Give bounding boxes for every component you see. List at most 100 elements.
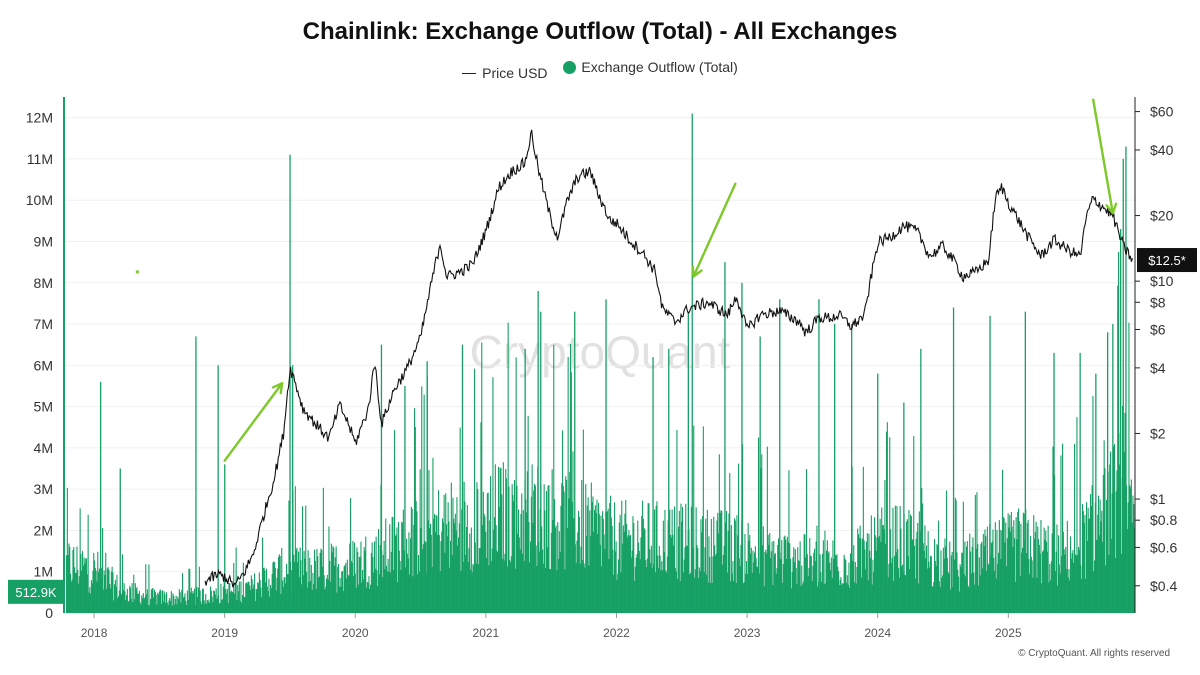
outflow-bar <box>564 569 566 613</box>
outflow-bar <box>552 519 554 613</box>
outflow-bar <box>642 500 644 613</box>
outflow-bar <box>602 519 604 613</box>
outflow-bar <box>843 554 845 613</box>
outflow-bar <box>984 529 986 613</box>
outflow-bar <box>974 494 976 613</box>
outflow-bar <box>487 492 489 613</box>
outflow-bar <box>501 494 503 613</box>
y-right-tick-label: $6 <box>1150 321 1166 337</box>
outflow-bar <box>103 570 105 613</box>
y-right-tick-label: $0.8 <box>1150 512 1177 528</box>
outflow-bar <box>484 516 486 613</box>
outflow-bar <box>886 422 888 613</box>
outflow-bar <box>583 563 585 613</box>
outflow-bar <box>581 480 583 613</box>
outflow-bar <box>976 492 978 613</box>
outflow-bar <box>912 539 914 613</box>
outflow-bar <box>1006 538 1008 613</box>
outflow-bar <box>693 425 695 613</box>
outflow-bar <box>1068 569 1070 613</box>
outflow-bar <box>982 568 984 613</box>
watermark: CryptoQuant <box>470 326 731 378</box>
outflow-bar <box>864 549 866 613</box>
outflow-bar <box>454 513 456 613</box>
outflow-bar <box>726 572 728 613</box>
outflow-bar <box>527 415 529 613</box>
outflow-bar <box>866 533 868 613</box>
outflow-bar <box>726 510 728 613</box>
outflow-bar <box>160 590 162 613</box>
outflow-bar <box>354 573 356 613</box>
outflow-bar <box>681 521 683 613</box>
outflow-bar <box>880 541 882 613</box>
outflow-spike-bar <box>834 324 836 613</box>
outflow-bar <box>746 574 748 613</box>
outflow-bar <box>730 525 732 613</box>
outflow-bar <box>615 541 617 613</box>
outflow-bar <box>847 584 849 613</box>
outflow-bar <box>957 569 959 613</box>
outflow-bar <box>666 556 668 613</box>
outflow-bar <box>991 541 993 613</box>
outflow-bar <box>1009 515 1011 613</box>
outflow-bar <box>830 557 832 613</box>
outflow-bar <box>505 469 507 613</box>
outflow-bar <box>477 489 479 613</box>
outflow-bar <box>315 589 317 613</box>
outflow-bar <box>271 573 273 613</box>
outflow-bar <box>790 588 792 613</box>
outflow-bar <box>86 574 88 613</box>
legend-item-outflow[interactable]: Exchange Outflow (Total) <box>563 59 738 75</box>
outflow-bar <box>607 508 609 613</box>
outflow-bar <box>281 548 283 613</box>
outflow-bar <box>656 501 658 613</box>
outflow-bar <box>1045 530 1047 613</box>
outflow-bar <box>643 527 645 613</box>
outflow-bar <box>934 538 936 613</box>
outflow-bar <box>644 529 646 613</box>
outflow-bar <box>301 584 303 613</box>
outflow-bar <box>208 599 210 613</box>
outflow-bar <box>1069 580 1071 613</box>
legend-item-price[interactable]: Price USD <box>462 65 548 81</box>
outflow-bar <box>250 575 252 613</box>
outflow-bar <box>641 515 643 613</box>
outflow-bar <box>318 576 320 613</box>
outflow-bar <box>269 596 271 613</box>
outflow-bar <box>227 603 229 613</box>
outflow-bar <box>154 591 156 613</box>
outflow-bar <box>721 511 723 613</box>
outflow-bar <box>940 550 942 613</box>
outflow-bar <box>750 553 752 613</box>
outflow-bar <box>1031 560 1033 613</box>
outflow-bar <box>842 583 844 613</box>
outflow-bar <box>838 571 840 613</box>
outflow-bar <box>278 556 280 613</box>
outflow-bar <box>680 503 682 613</box>
outflow-bar <box>142 598 144 613</box>
outflow-spike-bar <box>524 348 526 613</box>
outflow-bar <box>433 518 435 613</box>
outflow-bar <box>770 558 772 613</box>
outflow-bar <box>870 515 872 613</box>
outflow-spike-bar <box>687 311 689 613</box>
outflow-bar <box>1111 493 1113 613</box>
outflow-bar <box>628 530 630 613</box>
outflow-bar <box>170 600 172 613</box>
outflow-bar <box>516 485 518 613</box>
outflow-bar <box>817 586 819 613</box>
outflow-bar <box>120 593 122 613</box>
outflow-bar <box>230 590 232 613</box>
outflow-bar <box>420 527 422 613</box>
outflow-bar <box>662 570 664 613</box>
outflow-bar <box>287 574 289 613</box>
outflow-bar <box>219 602 221 613</box>
outflow-bar <box>246 582 248 613</box>
outflow-bar <box>340 586 342 613</box>
outflow-bar <box>590 535 592 613</box>
outflow-bar <box>926 568 928 613</box>
outflow-bar <box>266 568 268 613</box>
y-left-tick-label: 0 <box>45 605 53 621</box>
outflow-bar <box>475 563 477 613</box>
